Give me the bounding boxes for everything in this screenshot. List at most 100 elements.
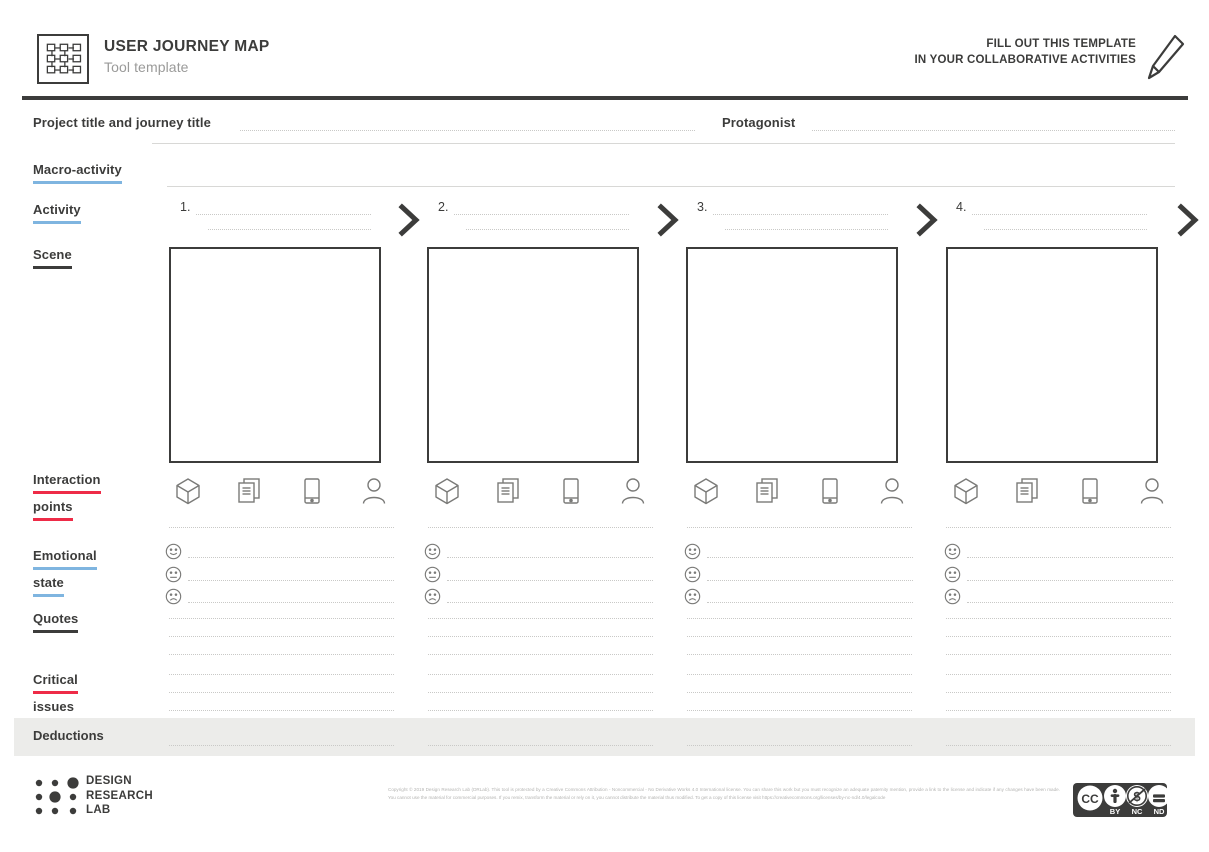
macro-activity-input[interactable] <box>167 186 1175 187</box>
quotes-input-3-line1[interactable] <box>687 618 912 619</box>
deductions-input-1[interactable] <box>169 745 394 746</box>
quotes-input-3-line2[interactable] <box>687 636 912 637</box>
happy-face-icon[interactable] <box>684 543 701 560</box>
deductions-input-4[interactable] <box>946 745 1171 746</box>
quotes-input-1-line3[interactable] <box>169 654 394 655</box>
emotion-note-1-happy[interactable] <box>188 557 394 558</box>
happy-face-icon[interactable] <box>944 543 961 560</box>
sad-face-icon[interactable] <box>424 588 441 605</box>
cube-icon[interactable] <box>174 477 202 505</box>
emotion-note-2-happy[interactable] <box>447 557 653 558</box>
critical-issues-input-3-line3[interactable] <box>687 710 912 711</box>
critical-issues-input-1-line3[interactable] <box>169 710 394 711</box>
project-title-label: Project title and journey title <box>33 115 211 130</box>
emotion-note-2-neutral[interactable] <box>447 580 653 581</box>
smartphone-icon[interactable] <box>816 477 844 505</box>
critical-issues-input-2-line3[interactable] <box>428 710 653 711</box>
deductions-label: Deductions <box>33 728 104 743</box>
activity-input-1a[interactable] <box>196 214 371 215</box>
critical-issues-input-1-line2[interactable] <box>169 692 394 693</box>
emotion-note-3-happy[interactable] <box>707 557 913 558</box>
smartphone-icon[interactable] <box>557 477 585 505</box>
deductions-input-3[interactable] <box>687 745 912 746</box>
critical-issues-input-2-line2[interactable] <box>428 692 653 693</box>
smartphone-icon[interactable] <box>298 477 326 505</box>
activity-input-2b[interactable] <box>466 229 629 230</box>
interaction-note-2[interactable] <box>428 527 653 528</box>
sad-face-icon[interactable] <box>165 588 182 605</box>
cube-icon[interactable] <box>433 477 461 505</box>
person-icon[interactable] <box>878 477 906 505</box>
cube-icon[interactable] <box>952 477 980 505</box>
activity-input-4b[interactable] <box>984 229 1147 230</box>
critical-issues-input-2-line1[interactable] <box>428 674 653 675</box>
chevron-right-icon <box>916 203 938 237</box>
activity-input-3b[interactable] <box>725 229 888 230</box>
row-label-critical-issues-line1: Critical <box>33 670 78 694</box>
activity-number-4: 4. <box>956 200 967 214</box>
emotion-note-4-happy[interactable] <box>967 557 1173 558</box>
emotion-note-3-neutral[interactable] <box>707 580 913 581</box>
person-icon[interactable] <box>619 477 647 505</box>
scene-canvas-2[interactable] <box>427 247 639 463</box>
emotion-note-4-neutral[interactable] <box>967 580 1173 581</box>
scene-canvas-1[interactable] <box>169 247 381 463</box>
interaction-note-1[interactable] <box>169 527 394 528</box>
interaction-note-3[interactable] <box>687 527 912 528</box>
documents-icon[interactable] <box>495 477 523 505</box>
critical-issues-input-1-line1[interactable] <box>169 674 394 675</box>
emotion-note-1-sad[interactable] <box>188 602 394 603</box>
drl-dot-logo-icon <box>35 777 79 815</box>
quotes-input-1-line1[interactable] <box>169 618 394 619</box>
quotes-input-1-line2[interactable] <box>169 636 394 637</box>
header-divider <box>22 96 1188 100</box>
emotion-note-3-sad[interactable] <box>707 602 913 603</box>
quotes-input-2-line2[interactable] <box>428 636 653 637</box>
critical-issues-input-4-line3[interactable] <box>946 710 1171 711</box>
happy-face-icon[interactable] <box>165 543 182 560</box>
sad-face-icon[interactable] <box>944 588 961 605</box>
chevron-right-icon <box>1177 203 1199 237</box>
deductions-input-2[interactable] <box>428 745 653 746</box>
scene-canvas-4[interactable] <box>946 247 1158 463</box>
neutral-face-icon[interactable] <box>165 566 182 583</box>
emotion-note-4-sad[interactable] <box>967 602 1173 603</box>
person-icon[interactable] <box>1138 477 1166 505</box>
person-icon[interactable] <box>360 477 388 505</box>
neutral-face-icon[interactable] <box>684 566 701 583</box>
critical-issues-input-3-line2[interactable] <box>687 692 912 693</box>
protagonist-input[interactable] <box>812 130 1175 131</box>
row-label-emotional-state-line2: state <box>33 573 64 597</box>
quotes-input-4-line2[interactable] <box>946 636 1171 637</box>
activity-input-3a[interactable] <box>713 214 888 215</box>
emotion-note-1-neutral[interactable] <box>188 580 394 581</box>
critical-issues-input-3-line1[interactable] <box>687 674 912 675</box>
documents-icon[interactable] <box>754 477 782 505</box>
activity-input-1b[interactable] <box>208 229 371 230</box>
cube-icon[interactable] <box>692 477 720 505</box>
quotes-input-2-line1[interactable] <box>428 618 653 619</box>
neutral-face-icon[interactable] <box>424 566 441 583</box>
interaction-note-4[interactable] <box>946 527 1171 528</box>
project-title-input[interactable] <box>240 130 695 131</box>
documents-icon[interactable] <box>1014 477 1042 505</box>
sad-face-icon[interactable] <box>684 588 701 605</box>
critical-issues-input-4-line1[interactable] <box>946 674 1171 675</box>
critical-issues-input-4-line2[interactable] <box>946 692 1171 693</box>
row-label-interaction-points: Interaction points <box>33 470 101 524</box>
quotes-input-3-line3[interactable] <box>687 654 912 655</box>
node-grid-icon <box>37 34 89 84</box>
neutral-face-icon[interactable] <box>944 566 961 583</box>
quotes-input-2-line3[interactable] <box>428 654 653 655</box>
documents-icon[interactable] <box>236 477 264 505</box>
emotion-note-2-sad[interactable] <box>447 602 653 603</box>
quotes-input-4-line1[interactable] <box>946 618 1171 619</box>
creative-commons-by-nc-nd-icon[interactable]: CC $ BY NC ND <box>1073 783 1167 817</box>
activity-input-4a[interactable] <box>972 214 1147 215</box>
happy-face-icon[interactable] <box>424 543 441 560</box>
quotes-input-4-line3[interactable] <box>946 654 1171 655</box>
scene-canvas-3[interactable] <box>686 247 898 463</box>
smartphone-icon[interactable] <box>1076 477 1104 505</box>
activity-input-2a[interactable] <box>454 214 629 215</box>
activity-number-2: 2. <box>438 200 449 214</box>
